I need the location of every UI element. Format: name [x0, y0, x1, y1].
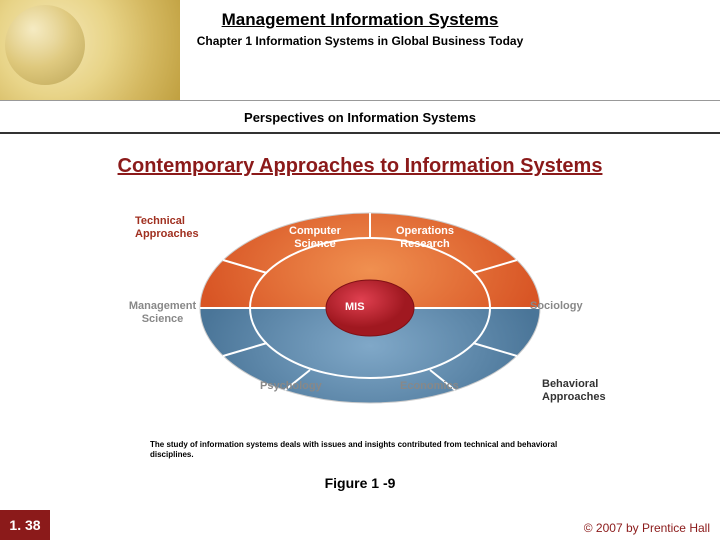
copyright-text: © 2007 by Prentice Hall: [584, 521, 710, 535]
label-computer-science: Computer Science: [280, 225, 350, 251]
page-number: 1. 38: [0, 510, 50, 540]
chapter-title: Chapter 1 Information Systems in Global …: [0, 34, 720, 48]
approaches-diagram: Technical Approaches Computer Science Op…: [130, 195, 590, 425]
divider-2: [0, 132, 720, 134]
label-management-science: Management Science: [125, 300, 200, 326]
main-heading: Contemporary Approaches to Information S…: [0, 155, 720, 178]
label-technical: Technical Approaches: [135, 215, 199, 241]
label-mis-center: MIS: [345, 301, 365, 313]
figure-number: Figure 1 -9: [0, 475, 720, 491]
label-sociology: Sociology: [530, 300, 583, 313]
figure-caption: The study of information systems deals w…: [150, 440, 580, 459]
label-economics: Economics: [400, 380, 459, 393]
footer: 1. 38 © 2007 by Prentice Hall: [0, 510, 720, 540]
label-behavioral: Behavioral Approaches: [542, 378, 606, 404]
section-title: Perspectives on Information Systems: [0, 110, 720, 125]
divider-1: [0, 100, 720, 101]
book-title: Management Information Systems: [0, 10, 720, 30]
label-psychology: Psychology: [260, 380, 322, 393]
label-operations-research: Operations Research: [390, 225, 460, 251]
header-text-block: Management Information Systems Chapter 1…: [0, 10, 720, 48]
